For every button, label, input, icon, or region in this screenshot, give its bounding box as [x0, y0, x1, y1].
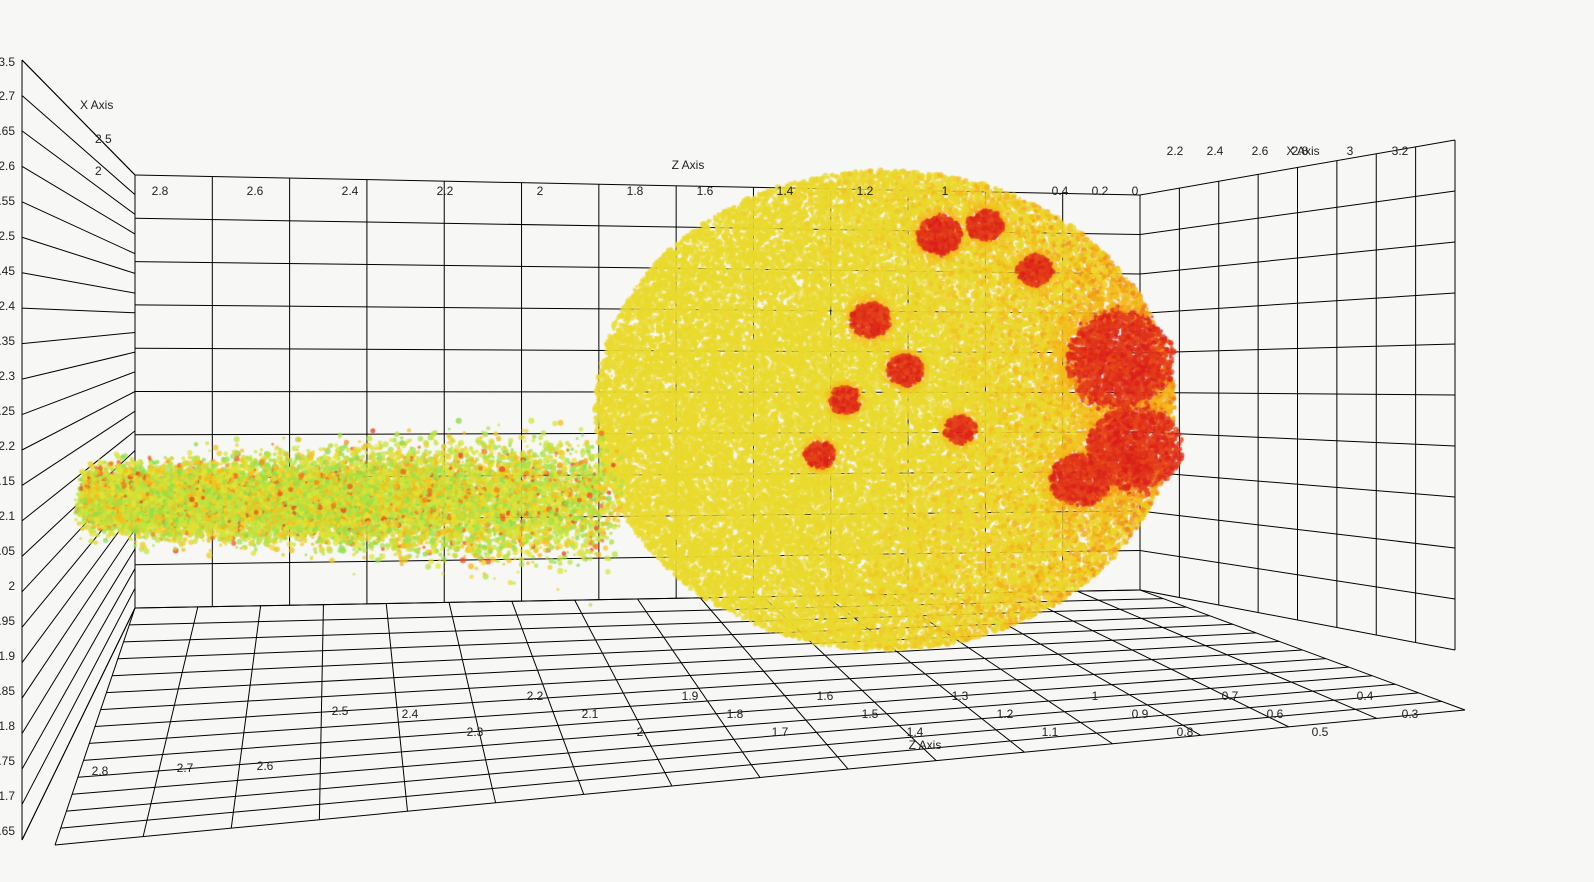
- z-axis-tick: 1.3: [952, 689, 969, 703]
- y-axis-tick: 2.15: [0, 474, 15, 488]
- z-axis-tick: 0.6: [1267, 707, 1284, 721]
- x-axis-tick: 2.6: [1252, 144, 1269, 158]
- z-axis-tick: 2.8: [92, 764, 109, 778]
- y-axis-tick: 1.9: [0, 649, 15, 663]
- y-axis-tick: 2.4: [0, 299, 15, 313]
- x-axis-tick: 2.5: [95, 132, 112, 146]
- y-axis-tick: 3.5: [0, 55, 15, 69]
- y-axis-tick: 2.65: [0, 124, 15, 138]
- y-axis-tick: 1.7: [0, 789, 15, 803]
- z-axis-tick: 1.1: [1042, 725, 1059, 739]
- z-axis-tick: 1.4: [777, 184, 794, 198]
- z-axis-tick: 1: [942, 184, 949, 198]
- y-axis-tick: 1.65: [0, 824, 15, 838]
- z-axis-tick: 2.3: [467, 725, 484, 739]
- z-axis-tick: 0.8: [1177, 725, 1194, 739]
- y-axis-tick: 2.55: [0, 194, 15, 208]
- z-axis-title: Z Axis: [672, 158, 705, 172]
- z-axis-tick: 2.6: [257, 759, 274, 773]
- y-axis-tick: 2.6: [0, 159, 15, 173]
- z-axis-tick: 0.2: [1092, 184, 1109, 198]
- y-axis-tick: 1.8: [0, 719, 15, 733]
- x-axis-title: X Axis: [80, 98, 113, 112]
- y-axis-tick: 2.45: [0, 264, 15, 278]
- z-axis-tick: 0.5: [1312, 725, 1329, 739]
- z-axis-tick: 1.7: [772, 725, 789, 739]
- z-axis-tick: 2.2: [527, 689, 544, 703]
- z-axis-tick: 1.2: [997, 707, 1014, 721]
- y-axis-tick: 2.5: [0, 229, 15, 243]
- y-axis-tick: 1.75: [0, 754, 15, 768]
- z-axis-tick: 2: [537, 184, 544, 198]
- y-axis-tick: 2.05: [0, 544, 15, 558]
- z-axis-tick: 1.9: [682, 689, 699, 703]
- z-axis-tick: 0.9: [1132, 707, 1149, 721]
- z-axis-tick: 2.5: [332, 704, 349, 718]
- z-axis-tick: 2.4: [402, 707, 419, 721]
- z-axis-tick: 1.6: [817, 689, 834, 703]
- z-axis-tick: 0.4: [1357, 689, 1374, 703]
- y-axis-tick: 1.95: [0, 614, 15, 628]
- plot-3d-scatter: 3.5 2.7 2.65 2.6 2.55 2.5 2.45 2.4 2.35 2.3 2.25 2.…: [0, 0, 1594, 882]
- axis-labels-layer: 3.5 2.7 2.65 2.6 2.55 2.5 2.45 2.4 2.35 2.3 2.25 2.…: [0, 0, 1594, 882]
- x-axis-tick: 2.2: [1167, 144, 1184, 158]
- z-axis-tick: 1: [1092, 689, 1099, 703]
- z-axis-tick: 0: [1132, 184, 1139, 198]
- y-axis-tick: 2.2: [0, 439, 15, 453]
- z-axis-title: Z Axis: [909, 738, 942, 752]
- y-axis-tick: 1.85: [0, 684, 15, 698]
- z-axis-tick: 0.3: [1402, 707, 1419, 721]
- x-axis-tick: 3: [1347, 144, 1354, 158]
- z-axis-tick: 2.4: [342, 184, 359, 198]
- z-axis-tick: 0.7: [1222, 689, 1239, 703]
- z-axis-tick: 1.5: [862, 707, 879, 721]
- z-axis-tick: 2.7: [177, 761, 194, 775]
- z-axis-tick: 2.6: [247, 184, 264, 198]
- z-axis-tick: 2.2: [437, 184, 454, 198]
- y-axis-tick: 2.1: [0, 509, 15, 523]
- y-axis-tick: 2.3: [0, 369, 15, 383]
- x-axis-tick: 3.2: [1392, 144, 1409, 158]
- y-axis-tick: 2.7: [0, 89, 15, 103]
- y-axis-tick: 2.25: [0, 404, 15, 418]
- z-axis-tick: 1.2: [857, 184, 874, 198]
- x-axis-tick: 2.4: [1207, 144, 1224, 158]
- y-axis-tick: 2: [8, 579, 15, 593]
- z-axis-tick: 1.8: [727, 707, 744, 721]
- z-axis-tick: 0.4: [1052, 184, 1069, 198]
- z-axis-tick: 2.8: [152, 184, 169, 198]
- z-axis-tick: 1.6: [697, 184, 714, 198]
- x-axis-tick: 2.8: [1292, 144, 1309, 158]
- z-axis-tick: 2.1: [582, 707, 599, 721]
- z-axis-tick: 2: [637, 725, 644, 739]
- y-axis-tick: 2.35: [0, 334, 15, 348]
- z-axis-tick: 1.8: [627, 184, 644, 198]
- x-axis-tick: 2: [95, 164, 102, 178]
- z-axis-tick: 1.4: [907, 725, 924, 739]
